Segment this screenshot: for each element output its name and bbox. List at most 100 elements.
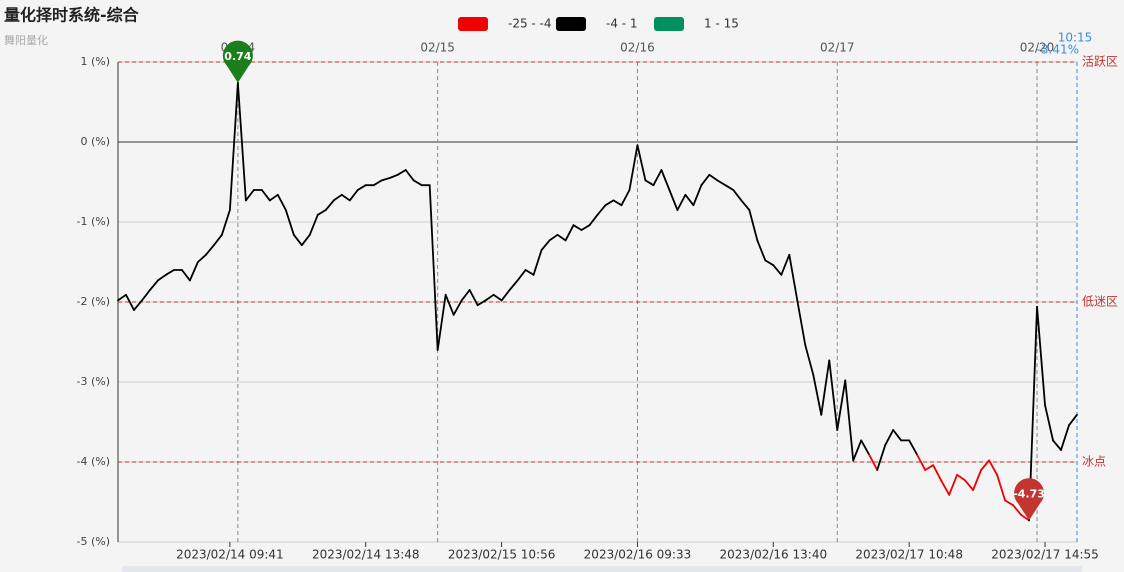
line-segment: [556, 233, 567, 242]
mark-line-label: 活跃区: [1082, 55, 1118, 69]
scrollbar: [122, 566, 1082, 572]
line-segment: [404, 169, 415, 182]
line-segment: [356, 184, 367, 191]
line-segment: [133, 299, 143, 311]
line-segment: [508, 279, 519, 291]
chart-title: 量化择时系统-综合: [4, 6, 140, 25]
line-segment: [484, 293, 495, 302]
line-segment: [276, 193, 287, 211]
line-segment: [972, 469, 982, 491]
line-segment: [181, 269, 191, 282]
line-segment: [452, 299, 463, 316]
line-segment: [604, 199, 615, 207]
line-segment: [141, 289, 151, 302]
line-segment: [1044, 404, 1054, 442]
y-tick-label: 1 (%): [80, 55, 110, 68]
line-segment: [292, 233, 303, 247]
line-segment: [580, 224, 591, 231]
line-segment: [804, 344, 815, 376]
line-segment: [628, 144, 639, 191]
line-segment: [157, 273, 167, 282]
x-tick-label: 2023/02/17 10:48: [855, 548, 963, 562]
line-segment: [117, 293, 127, 302]
line-segment: [564, 224, 575, 242]
line-segment: [796, 299, 807, 347]
line-segment: [636, 144, 647, 182]
x-tick-label: 2023/02/14 09:41: [176, 548, 284, 562]
line-segment: [732, 189, 743, 202]
x-tick-label: 2023/02/16 13:40: [720, 548, 828, 562]
x-tick-label: 2023/02/17 14:55: [991, 548, 1099, 562]
y-tick-label: -4 (%): [77, 455, 111, 468]
x-tick-label: 2023/02/16 09:33: [584, 548, 692, 562]
mark-point: [1014, 478, 1045, 521]
line-segment: [940, 479, 951, 496]
line-segment: [748, 209, 759, 242]
line-segment: [676, 193, 687, 211]
line-segment: [1020, 513, 1030, 522]
line-segment: [332, 193, 343, 202]
line-segment: [284, 209, 295, 236]
line-segment: [524, 269, 535, 276]
line-segment: [516, 269, 527, 282]
y-tick-label: -2 (%): [77, 295, 111, 308]
mark-point-label: 0.74: [224, 50, 251, 63]
line-segment: [740, 199, 751, 211]
top-tick-label: 02/15: [420, 41, 455, 55]
line-segment: [660, 169, 671, 191]
legend-label: -25 - -4: [508, 17, 552, 31]
line-segment: [212, 233, 223, 247]
line-segment: [388, 173, 399, 179]
line-segment: [764, 259, 775, 267]
line-segment: [300, 233, 311, 247]
line-segment: [844, 379, 855, 462]
line-segment: [125, 293, 135, 311]
line-segment: [1004, 499, 1014, 507]
mark-point-label: -4.73: [1013, 487, 1045, 500]
line-segment: [668, 189, 679, 211]
line-segment: [244, 189, 255, 202]
line-segment: [444, 293, 455, 316]
line-segment: [372, 179, 383, 187]
y-tick-label: -5 (%): [77, 535, 111, 548]
line-segment: [948, 473, 959, 496]
line-segment: [876, 444, 887, 471]
line-segment: [348, 189, 359, 202]
line-segment: [708, 173, 719, 182]
line-segment: [316, 209, 327, 216]
line-segment: [692, 184, 703, 207]
line-segment: [820, 359, 831, 416]
line-segment: [996, 473, 1006, 502]
line-segment: [724, 184, 735, 191]
line-segment: [700, 173, 711, 187]
line-segment: [548, 233, 559, 242]
line-segment: [532, 249, 543, 276]
line-segment: [165, 269, 175, 276]
line-segment: [1052, 439, 1062, 451]
line-segment: [460, 289, 471, 302]
line-segment: [1060, 424, 1070, 451]
line-segment: [197, 253, 207, 263]
line-segment: [1012, 504, 1022, 516]
line-segment: [149, 279, 159, 291]
line-segment: [788, 253, 799, 302]
line-segment: [884, 429, 895, 447]
line-segment: [436, 293, 447, 351]
top-tick-label: 02/20: [1020, 41, 1055, 55]
line-segment: [1068, 413, 1078, 427]
line-segment: [860, 439, 871, 456]
legend-label: -4 - 1: [606, 17, 638, 31]
line-segment: [340, 193, 351, 202]
line-segment: [268, 193, 279, 202]
line-segment: [308, 213, 319, 236]
line-segment: [828, 359, 839, 431]
line-segment: [892, 429, 903, 442]
line-segment: [1036, 305, 1046, 407]
line-segment: [588, 213, 599, 227]
top-tick-label: 02/17: [820, 41, 855, 55]
line-segment: [412, 179, 423, 187]
line-segment: [780, 253, 791, 276]
line-segment: [492, 293, 503, 302]
